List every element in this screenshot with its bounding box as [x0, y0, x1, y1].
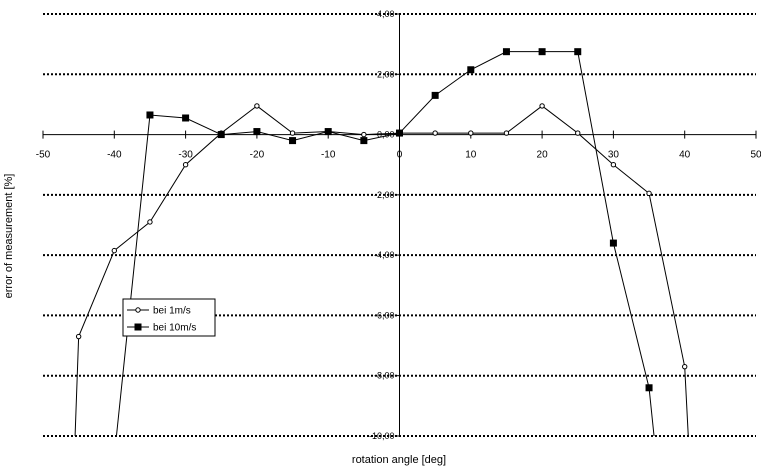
data-point-circle — [575, 130, 581, 136]
data-point-square — [467, 66, 475, 74]
y-tick-label: -6,00 — [374, 310, 395, 320]
series-line — [74, 105, 689, 437]
series-1 — [115, 48, 655, 437]
data-point-square — [253, 128, 261, 136]
data-point-circle — [539, 103, 545, 109]
y-axis-label: error of measurement [%] — [3, 174, 15, 299]
data-point-circle — [432, 130, 438, 136]
data-point-circle — [75, 333, 82, 340]
axes — [43, 14, 756, 436]
data-point-square — [182, 114, 190, 122]
data-point-circle — [254, 103, 260, 109]
y-tick-label: 4,00 — [377, 9, 395, 19]
data-point-square — [502, 48, 510, 56]
legend-item: bei 1m/s — [127, 306, 191, 317]
x-tick-label: -40 — [107, 150, 122, 161]
y-tick-label: 2,00 — [377, 69, 395, 79]
data-point-circle — [289, 130, 296, 136]
x-tick-label: 40 — [679, 150, 691, 161]
data-point-square — [645, 384, 653, 392]
legend-item: bei 10m/s — [127, 323, 196, 334]
data-point-square — [609, 239, 617, 247]
y-tick-label: 0,00 — [377, 130, 395, 140]
data-point-circle — [147, 219, 153, 225]
data-point-circle — [468, 130, 474, 136]
data-point-square — [134, 323, 142, 331]
x-tick-label: 10 — [465, 150, 477, 161]
x-tick-label: 30 — [608, 150, 620, 161]
legend: bei 1m/s bei 10m/s — [122, 298, 216, 337]
data-point-square — [538, 48, 546, 56]
x-tick-label: -20 — [250, 150, 265, 161]
data-point-square — [289, 137, 297, 145]
y-tick-label: -8,00 — [374, 371, 395, 381]
y-tick-label: -10,00 — [369, 431, 395, 441]
y-axis-ticks: 4,00 2,00 0,00 -2,00 -4,00 -6,00 -8,00 -10,00 — [369, 9, 400, 441]
y-tick-label: -2,00 — [374, 190, 395, 200]
data-point-square — [431, 91, 439, 99]
series-lines — [74, 48, 689, 437]
data-point-square — [396, 129, 403, 137]
data-point-circle — [361, 131, 367, 138]
x-tick-label: -10 — [321, 150, 336, 161]
x-tick-label: 0 — [397, 150, 403, 161]
legend-label: bei 10m/s — [153, 323, 196, 334]
data-point-circle — [646, 190, 652, 197]
data-point-square — [217, 131, 225, 139]
legend-label: bei 1m/s — [153, 306, 191, 317]
data-point-square — [324, 128, 332, 136]
x-axis-label: rotation angle [deg] — [352, 454, 446, 466]
data-point-square — [574, 48, 582, 56]
x-tick-label: -50 — [36, 150, 51, 161]
data-point-circle — [182, 162, 189, 168]
data-point-circle — [682, 363, 688, 370]
x-tick-label: 20 — [537, 150, 549, 161]
x-tick-label: 50 — [750, 150, 761, 161]
data-point-square — [146, 111, 154, 119]
y-tick-label: -4,00 — [374, 250, 395, 260]
data-point-circle — [610, 162, 617, 168]
data-point-square — [360, 137, 368, 145]
data-point-circle — [111, 247, 118, 254]
data-point-circle — [503, 130, 510, 136]
x-tick-label: -30 — [178, 150, 193, 161]
data-point-circle — [135, 307, 141, 313]
